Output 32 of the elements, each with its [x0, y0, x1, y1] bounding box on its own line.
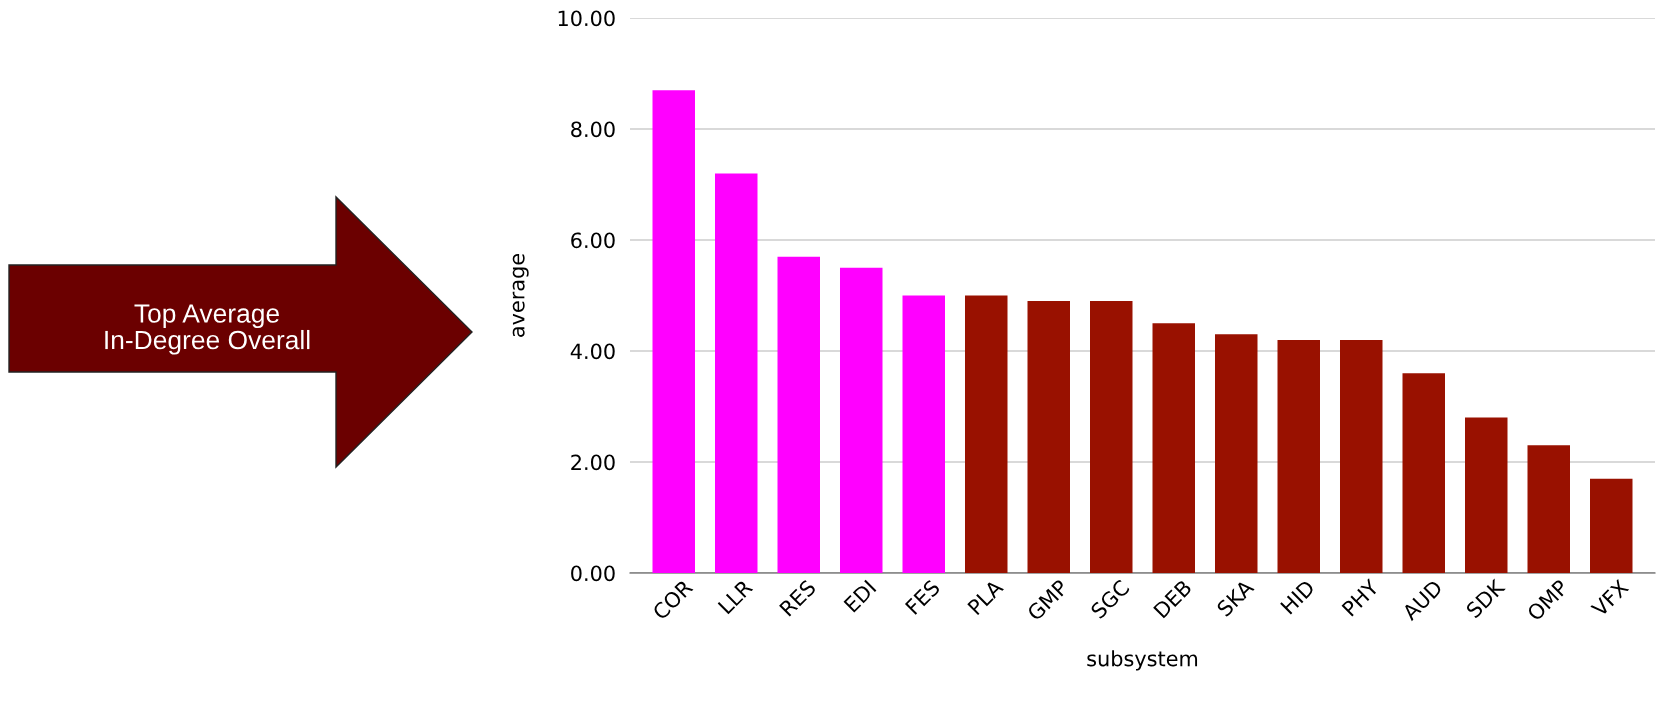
x-axis-title: subsystem [1087, 650, 1198, 671]
bar [1277, 339, 1320, 573]
y-tick-label: 10.00 [558, 10, 615, 27]
bar [1152, 323, 1195, 573]
bar [1527, 445, 1570, 573]
bar [1402, 373, 1445, 573]
y-tick-label: 6.00 [571, 232, 615, 249]
x-tick-label: VFX [1590, 578, 1630, 618]
y-tick-label: 0.00 [571, 565, 615, 582]
y-tick-label: 4.00 [570, 343, 615, 360]
x-tick-label: HID [1280, 579, 1316, 615]
x-tick-label: PLA [967, 578, 1004, 616]
text: Top Average In-Degree Overall [105, 304, 310, 355]
x-tick-label: FES [904, 578, 941, 615]
x-tick-label: EDI [843, 579, 877, 613]
bar [1590, 478, 1633, 573]
bar [1090, 301, 1133, 573]
x-tick-label: LLR [717, 578, 754, 615]
bar [1465, 417, 1508, 573]
bar [652, 90, 695, 573]
y-axis-title: average [512, 253, 529, 337]
y-tick-label: 8.00 [571, 121, 615, 138]
bar [715, 173, 758, 573]
bar [1215, 334, 1258, 573]
bar [840, 267, 883, 573]
bar [902, 295, 945, 573]
bar [965, 295, 1008, 573]
bar [1027, 301, 1070, 573]
x-tick-label: SKA [1215, 578, 1255, 618]
bar [777, 256, 820, 573]
bar [1340, 339, 1383, 573]
y-tick-label: 2.00 [571, 454, 615, 471]
